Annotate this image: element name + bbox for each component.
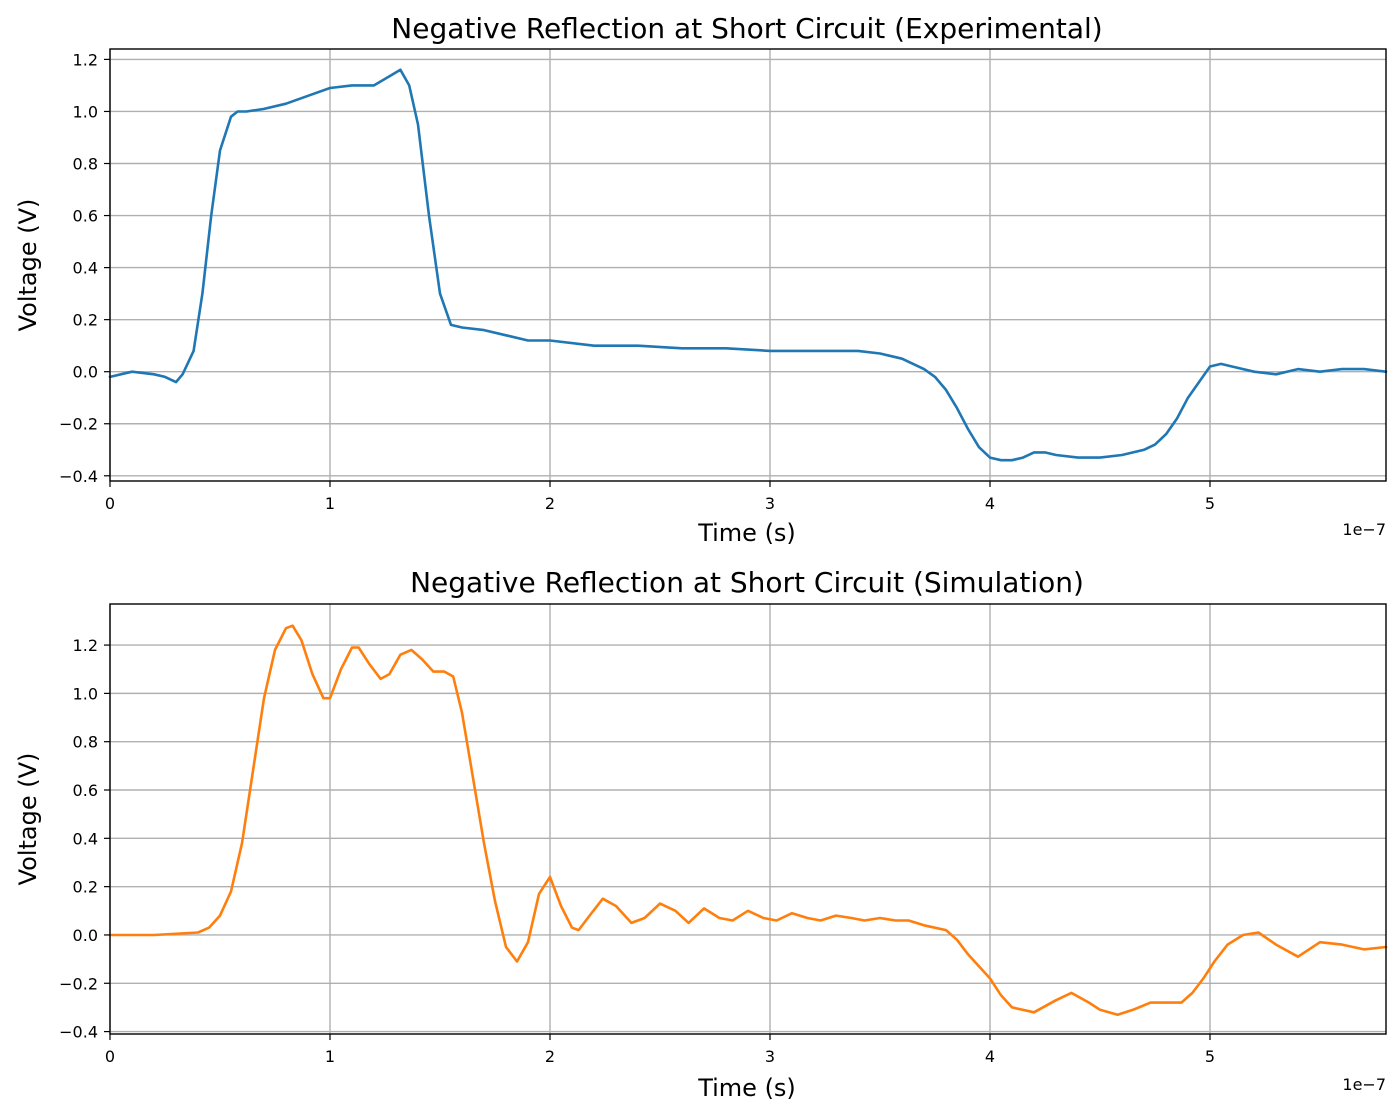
y-tick-label: −0.4 <box>59 467 98 486</box>
plot-frame <box>109 603 1387 1035</box>
experimental-chart: Negative Reflection at Short Circuit (Ex… <box>14 12 1388 547</box>
y-tick-label: 1.2 <box>73 636 98 655</box>
x-axis-offset-label: 1e−7 <box>1342 1075 1386 1094</box>
plot-frame <box>109 48 1387 482</box>
x-tick-label: 5 <box>1205 494 1215 513</box>
chart-title: Negative Reflection at Short Circuit (Ex… <box>391 12 1102 45</box>
series-line <box>108 68 1388 462</box>
x-axis-label: Time (s) <box>697 1074 796 1102</box>
y-tick-label: 0.2 <box>73 878 98 897</box>
series-line <box>108 624 1388 1016</box>
y-tick-label: 0.6 <box>73 781 98 800</box>
x-tick-label: 2 <box>545 494 555 513</box>
y-tick-label: 0.8 <box>73 155 98 174</box>
y-tick-label: −0.2 <box>59 974 98 993</box>
x-tick-label: 4 <box>985 494 995 513</box>
y-tick-label: 0.4 <box>73 829 98 848</box>
x-tick-label: 3 <box>765 494 775 513</box>
x-axis-offset-label: 1e−7 <box>1342 520 1386 539</box>
y-tick-label: 1.0 <box>73 102 98 121</box>
x-tick-label: 1 <box>325 494 335 513</box>
y-tick-label: 0.2 <box>73 311 98 330</box>
x-tick-label: 1 <box>325 1047 335 1066</box>
x-tick-label: 0 <box>105 1047 115 1066</box>
chart-title: Negative Reflection at Short Circuit (Si… <box>410 566 1084 599</box>
x-tick-label: 5 <box>1205 1047 1215 1066</box>
x-tick-label: 2 <box>545 1047 555 1066</box>
simulation-chart: Negative Reflection at Short Circuit (Si… <box>14 566 1388 1102</box>
y-axis-label: Voltage (V) <box>14 753 42 886</box>
y-tick-label: 0.0 <box>73 363 98 382</box>
y-tick-label: 0.8 <box>73 733 98 752</box>
y-tick-label: −0.2 <box>59 415 98 434</box>
y-tick-label: 1.0 <box>73 684 98 703</box>
y-tick-label: 1.2 <box>73 50 98 69</box>
y-tick-label: 0.6 <box>73 207 98 226</box>
x-tick-label: 4 <box>985 1047 995 1066</box>
x-tick-label: 0 <box>105 494 115 513</box>
x-tick-label: 3 <box>765 1047 775 1066</box>
x-axis-label: Time (s) <box>697 519 796 547</box>
y-tick-label: 0.4 <box>73 259 98 278</box>
y-tick-label: 0.0 <box>73 926 98 945</box>
y-axis-label: Voltage (V) <box>14 199 42 332</box>
y-tick-label: −0.4 <box>59 1023 98 1042</box>
